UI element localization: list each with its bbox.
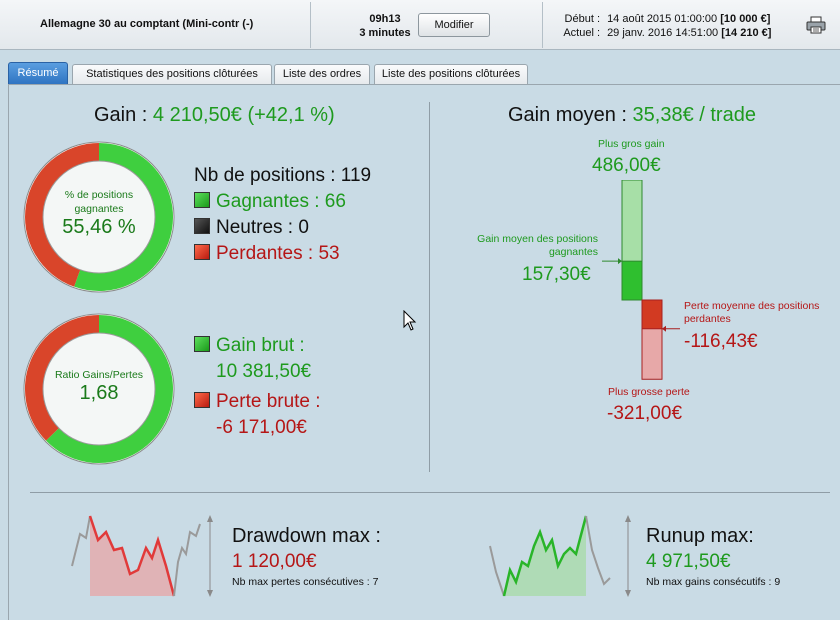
modify-button[interactable]: Modifier	[418, 13, 490, 37]
gross-loss-row: Perte brute :	[194, 389, 321, 415]
average-gain-title: Gain moyen : 35,38€ / trade	[508, 104, 756, 127]
win-rate-label: % de positions gagnantes	[64, 189, 134, 215]
green-square-icon	[194, 336, 210, 352]
header-bar: Allemagne 30 au comptant (Mini-contr (-)…	[0, 0, 840, 50]
current-label: Actuel :	[563, 27, 600, 39]
donut-green-segment	[46, 315, 173, 463]
start-label: Début :	[564, 13, 600, 25]
instrument-name: Allemagne 30 au comptant (Mini-contr (-)	[40, 18, 254, 30]
avg-loss-arrow	[662, 325, 666, 332]
start-row: Début : 14 août 2015 01:00:00 [10 000 €]	[560, 12, 771, 26]
tab-orders[interactable]: Liste des ordres	[274, 64, 370, 84]
current-row: Actuel : 29 janv. 2016 14:51:00 [14 210 …	[560, 26, 771, 40]
losers-count: Perdantes : 53	[216, 243, 340, 264]
date-range: Début : 14 août 2015 01:00:00 [10 000 €]…	[560, 12, 771, 40]
max-gain-value: 486,00€	[592, 155, 661, 176]
tab-closed-positions[interactable]: Liste des positions clôturées	[374, 64, 528, 84]
printer-icon[interactable]	[806, 16, 826, 34]
winners-count: Gagnantes : 66	[216, 191, 346, 212]
red-square-icon	[194, 244, 210, 260]
average-gain-label: Gain moyen :	[508, 104, 627, 126]
mouse-cursor-icon	[403, 310, 417, 331]
runup-area	[504, 516, 586, 596]
start-capital: [10 000 €]	[720, 13, 771, 25]
range-arrow-top	[207, 515, 213, 522]
avg-gain-value: 157,30€	[522, 264, 591, 285]
post-drawdown-line	[173, 523, 201, 597]
post-runup-line	[585, 515, 611, 586]
gross-loss-label: Perte brute :	[216, 391, 321, 412]
positions-count: Nb de positions : 119	[194, 165, 372, 186]
neutral-row: Neutres : 0	[194, 215, 371, 241]
drawdown-line	[88, 515, 176, 597]
current-capital: [14 210 €]	[721, 27, 772, 39]
donut-green-segment	[74, 143, 173, 291]
timeframe: 3 minutes	[359, 27, 411, 39]
drawdown-sub: Nb max pertes consécutives : 7	[232, 576, 379, 588]
max-loss-label: Plus grosse perte	[608, 386, 690, 398]
ratio-value: 1,68	[79, 382, 119, 404]
vertical-divider	[429, 102, 430, 472]
win-rate-text: % de positions gagnantes 55,46 %	[49, 188, 149, 239]
runup-chart	[489, 515, 631, 597]
losers-row: Perdantes : 53	[194, 241, 371, 267]
time-block: 09h13 3 minutes	[345, 12, 425, 40]
tab-closed-stats[interactable]: Statistiques des positions clôturées	[72, 64, 272, 84]
runup-title: Runup max:	[646, 525, 754, 547]
winners-row: Gagnantes : 66	[194, 189, 371, 215]
ratio-label: Ratio Gains/Pertes	[54, 369, 144, 381]
red-square-icon	[194, 392, 210, 408]
drawdown-title: Drawdown max :	[232, 525, 381, 547]
avg-loss-label: Perte moyenne des positions perdantes	[684, 300, 820, 325]
runup-value: 4 971,50€	[646, 551, 731, 572]
ratio-text: Ratio Gains/Pertes 1,68	[49, 368, 149, 405]
gain-label: Gain :	[94, 104, 148, 126]
gross-loss-value: -6 171,00€	[216, 417, 307, 438]
start-date: 14 août 2015 01:00:00	[607, 13, 718, 25]
drawdown-value: 1 120,00€	[232, 551, 317, 572]
pre-drawdown-line	[71, 515, 91, 567]
gain-value: 4 210,50€ (+42,1 %)	[152, 104, 335, 126]
max-gain-label: Plus gros gain	[598, 138, 665, 150]
neutral-count: Neutres : 0	[216, 217, 309, 238]
average-gain-value: 35,38€ / trade	[632, 104, 756, 126]
horizontal-divider	[30, 492, 830, 493]
gross-stats: Gain brut : 10 381,50€ Perte brute : -6 …	[194, 333, 321, 441]
donut-red-segment	[25, 143, 100, 287]
ratio-donut	[23, 313, 175, 465]
win-rate-donut	[23, 141, 175, 293]
current-time: 09h13	[369, 13, 401, 25]
header-divider	[310, 2, 311, 48]
black-square-icon	[194, 218, 210, 234]
current-date: 29 janv. 2016 14:51:00	[607, 27, 719, 39]
header-divider	[542, 2, 543, 48]
gain-title: Gain : 4 210,50€ (+42,1 %)	[94, 104, 335, 127]
tab-summary[interactable]: Résumé	[8, 62, 68, 84]
drawdown-area	[90, 516, 174, 596]
donut-red-segment	[25, 315, 100, 441]
gross-gain-label: Gain brut :	[216, 335, 305, 356]
donut-center	[42, 160, 156, 274]
range-arrow-top	[625, 515, 631, 522]
drawdown-chart	[71, 515, 213, 597]
avg-loss-bar	[641, 299, 663, 330]
avg-loss-value: -116,43€	[684, 331, 758, 352]
max-loss-value: -321,00€	[607, 403, 683, 424]
position-stats: Nb de positions : 119 Gagnantes : 66 Neu…	[194, 163, 371, 267]
gross-gain-value: 10 381,50€	[216, 361, 312, 382]
range-arrow-bottom	[625, 590, 631, 597]
avg-gain-label: Gain moyen des positions gagnantes	[477, 233, 598, 258]
donut-center	[42, 332, 156, 446]
gross-gain-row: Gain brut :	[194, 333, 321, 359]
avg-gain-arrow	[618, 258, 622, 265]
win-rate-value: 55,46 %	[62, 216, 136, 238]
average-gain-bars	[602, 180, 680, 380]
runup-line	[502, 515, 588, 597]
avg-gain-bar	[621, 260, 643, 301]
pre-runup-line	[489, 545, 505, 597]
runup-sub: Nb max gains consécutifs : 9	[646, 576, 781, 588]
green-square-icon	[194, 192, 210, 208]
range-arrow-bottom	[207, 590, 213, 597]
